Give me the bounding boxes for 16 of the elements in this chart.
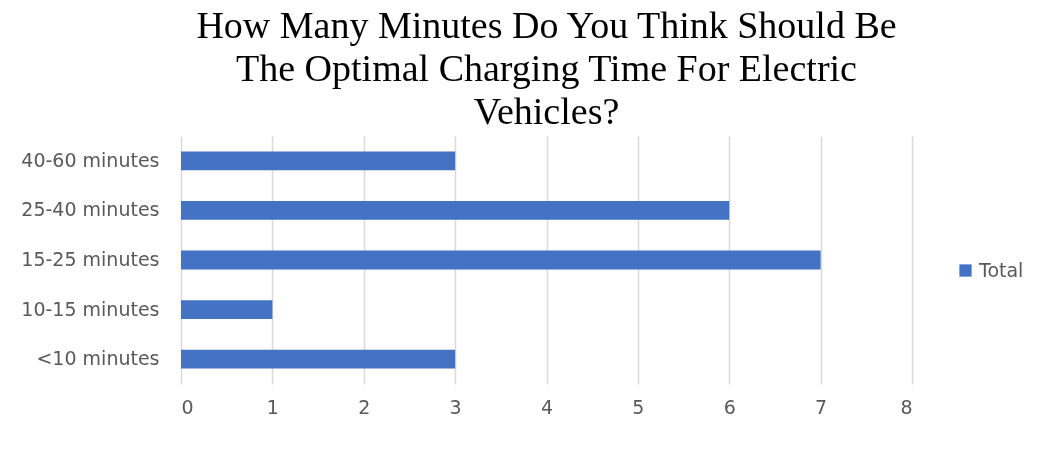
- x-tick-label: 8: [900, 395, 913, 418]
- x-tick-label: 0: [181, 395, 194, 418]
- chart-title: How Many Minutes Do You Think Should Be The Optimal Charging Time For Electric Vehicles?: [196, 4, 897, 132]
- x-tick-label: 1: [266, 395, 279, 418]
- x-tick-label: 2: [358, 395, 371, 418]
- y-tick-label: 40-60 minutes: [21, 148, 160, 171]
- y-tick-label: 15-25 minutes: [21, 248, 160, 270]
- x-tick-label: 3: [449, 395, 462, 418]
- x-tick-label: 7: [815, 395, 828, 418]
- legend-label: Total: [978, 258, 1024, 281]
- x-tick-label: 4: [540, 395, 554, 418]
- x-tick-label: 5: [632, 395, 645, 418]
- y-tick-label: 25-40 minutes: [21, 198, 160, 221]
- y-tick-label: 10-15 minutes: [21, 297, 160, 320]
- y-tick-label: <10 minutes: [36, 347, 160, 370]
- x-tick-label: 6: [723, 395, 736, 418]
